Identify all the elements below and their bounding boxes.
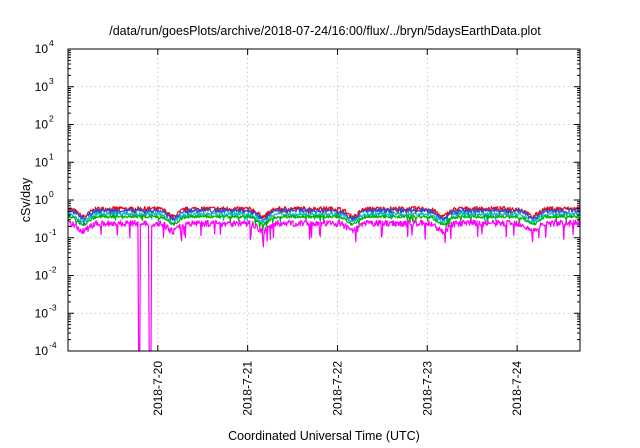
x-tick-label: 2018-7-24	[510, 361, 524, 416]
y-tick-exponent: 1	[49, 151, 54, 161]
series-line	[67, 214, 581, 231]
y-tick-exponent: -1	[49, 227, 57, 237]
x-tick-label: 2018-7-22	[330, 361, 344, 416]
x-tick-label: 2018-7-23	[420, 361, 434, 416]
y-tick-label: 10	[35, 344, 49, 358]
y-tick-label: 10	[35, 155, 49, 169]
y-tick-label: 10	[35, 193, 49, 207]
y-tick-label: 10	[35, 231, 49, 245]
x-tick-label: 2018-7-20	[151, 361, 165, 416]
y-tick-exponent: -3	[49, 302, 57, 312]
grid-lines	[68, 49, 580, 351]
y-tick-label: 10	[35, 306, 49, 320]
y-tick-label: 10	[35, 118, 49, 132]
series-line	[67, 207, 581, 226]
y-tick-label: 10	[35, 42, 49, 56]
y-axis-label: cSv/day	[19, 177, 33, 222]
series-line	[67, 219, 581, 352]
y-tick-exponent: 3	[49, 76, 54, 86]
y-tick-label: 10	[35, 269, 49, 283]
x-tick-label: 2018-7-21	[241, 361, 255, 416]
y-tick-exponent: -4	[49, 340, 57, 350]
y-tick-exponent: -2	[49, 265, 57, 275]
x-axis-label: Coordinated Universal Time (UTC)	[228, 429, 420, 443]
y-tick-label: 10	[35, 80, 49, 94]
y-tick-exponent: 4	[49, 38, 54, 48]
series-lines	[67, 205, 581, 352]
y-tick-exponent: 0	[49, 189, 54, 199]
y-tick-exponent: 2	[49, 114, 54, 124]
chart-title: /data/run/goesPlots/archive/2018-07-24/1…	[109, 24, 541, 38]
